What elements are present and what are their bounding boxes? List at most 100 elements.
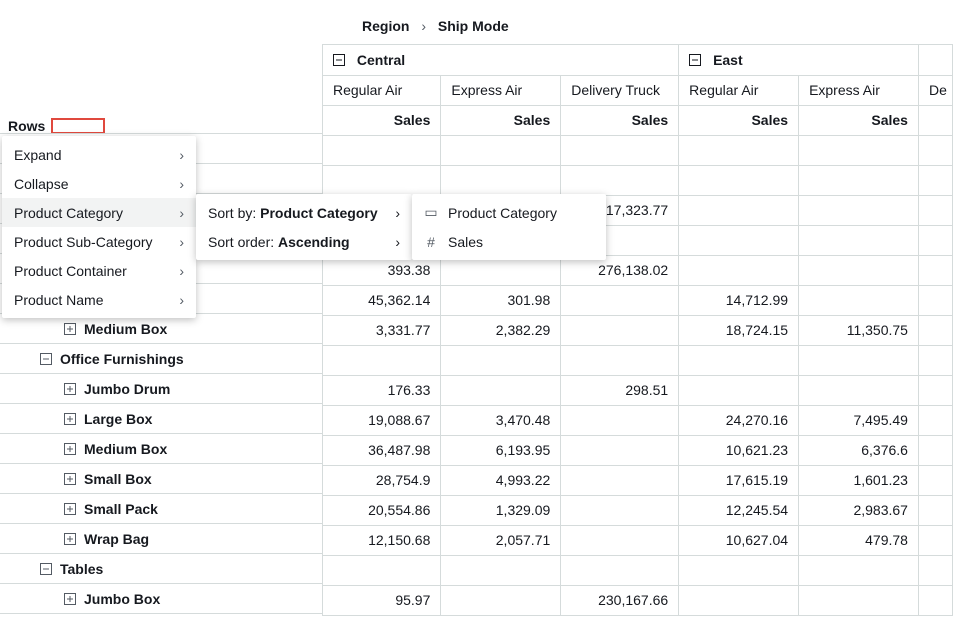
sort-by-item[interactable]: Sort by: Product Category ›	[196, 198, 412, 227]
expand-icon[interactable]	[64, 443, 76, 455]
table-cell	[561, 465, 679, 495]
expand-icon[interactable]	[64, 473, 76, 485]
chevron-right-icon: ›	[179, 176, 184, 192]
table-cell	[799, 225, 919, 255]
shipmode-header[interactable]: Express Air	[799, 75, 919, 105]
shipmode-header[interactable]: Delivery Truck	[561, 75, 679, 105]
sort-field-product-category[interactable]: ▭ Product Category	[412, 198, 606, 227]
chevron-right-icon: ›	[179, 234, 184, 250]
table-cell	[799, 165, 919, 195]
row-label-container[interactable]: Wrap Bag	[0, 524, 322, 554]
table-cell: 17,615.19	[679, 465, 799, 495]
sort-order-item[interactable]: Sort order: Ascending ›	[196, 227, 412, 256]
expand-icon[interactable]	[64, 383, 76, 395]
table-cell: 2,983.67	[799, 495, 919, 525]
row-label-text: Medium Box	[84, 321, 167, 337]
table-row: 95.97230,167.66	[323, 585, 953, 615]
table-cell	[918, 585, 952, 615]
table-cell	[679, 195, 799, 225]
table-cell	[799, 585, 919, 615]
menu-item[interactable]: Product Sub-Category›	[2, 227, 196, 256]
region-header-east[interactable]: East	[679, 45, 919, 75]
menu-item[interactable]: Expand›	[2, 140, 196, 169]
shipmode-header[interactable]: Regular Air	[679, 75, 799, 105]
table-cell	[918, 345, 952, 375]
table-cell	[799, 555, 919, 585]
table-row: 36,487.986,193.9510,621.236,376.6	[323, 435, 953, 465]
breadcrumb-region[interactable]: Region	[362, 18, 409, 34]
expand-icon[interactable]	[64, 503, 76, 515]
row-label-container[interactable]: Medium Box	[0, 434, 322, 464]
table-row: 28,754.94,993.2217,615.191,601.23	[323, 465, 953, 495]
expand-icon[interactable]	[64, 593, 76, 605]
metric-header-partial	[918, 105, 952, 135]
table-cell	[561, 315, 679, 345]
table-cell: 7,495.49	[799, 405, 919, 435]
table-cell	[679, 585, 799, 615]
menu-item[interactable]: Product Category›	[2, 198, 196, 227]
table-cell	[441, 135, 561, 165]
table-cell: 176.33	[323, 375, 441, 405]
row-label-container[interactable]: Small Pack	[0, 494, 322, 524]
row-label-container[interactable]: Medium Box	[0, 314, 322, 344]
table-cell	[561, 135, 679, 165]
table-row	[323, 165, 953, 195]
menu-item[interactable]: Product Container›	[2, 256, 196, 285]
metric-header[interactable]: Sales	[679, 105, 799, 135]
shipmode-header[interactable]: Express Air	[441, 75, 561, 105]
table-cell: 298.51	[561, 375, 679, 405]
table-row	[323, 345, 953, 375]
menu-item[interactable]: Collapse›	[2, 169, 196, 198]
table-cell	[561, 525, 679, 555]
row-label-container[interactable]: Jumbo Box	[0, 584, 322, 614]
row-label-subcategory[interactable]: Tables	[0, 554, 322, 584]
table-cell	[918, 495, 952, 525]
table-cell	[799, 195, 919, 225]
table-cell	[561, 495, 679, 525]
table-cell	[918, 225, 952, 255]
table-cell: 12,150.68	[323, 525, 441, 555]
table-cell	[918, 315, 952, 345]
table-cell	[561, 555, 679, 585]
collapse-icon[interactable]	[40, 353, 52, 365]
table-cell	[918, 135, 952, 165]
metric-header-row: Sales Sales Sales Sales Sales	[323, 105, 953, 135]
row-label-text: Small Pack	[84, 501, 158, 517]
table-cell: 12,245.54	[679, 495, 799, 525]
table-cell: 28,754.9	[323, 465, 441, 495]
row-label-container[interactable]: Large Box	[0, 404, 322, 434]
table-cell	[561, 435, 679, 465]
shipmode-header[interactable]: Regular Air	[323, 75, 441, 105]
table-cell: 45,362.14	[323, 285, 441, 315]
table-cell: 6,376.6	[799, 435, 919, 465]
row-label-subcategory[interactable]: Office Furnishings	[0, 344, 322, 374]
table-cell	[561, 345, 679, 375]
breadcrumb-shipmode[interactable]: Ship Mode	[438, 18, 509, 34]
table-row	[323, 135, 953, 165]
collapse-icon[interactable]	[333, 54, 345, 66]
metric-header[interactable]: Sales	[561, 105, 679, 135]
chevron-right-icon: ›	[179, 263, 184, 279]
collapse-icon[interactable]	[689, 54, 701, 66]
shipmode-header-partial[interactable]: De	[918, 75, 952, 105]
collapse-icon[interactable]	[40, 563, 52, 575]
table-cell	[799, 135, 919, 165]
table-row: 19,088.673,470.4824,270.167,495.49	[323, 405, 953, 435]
metric-header[interactable]: Sales	[799, 105, 919, 135]
metric-header[interactable]: Sales	[323, 105, 441, 135]
region-header-central[interactable]: Central	[323, 45, 679, 75]
expand-icon[interactable]	[64, 413, 76, 425]
row-label-text: Large Box	[84, 411, 152, 427]
sort-field-sales[interactable]: # Sales	[412, 227, 606, 256]
table-cell	[918, 375, 952, 405]
table-cell	[799, 285, 919, 315]
row-label-container[interactable]: Jumbo Drum	[0, 374, 322, 404]
table-cell	[323, 345, 441, 375]
expand-icon[interactable]	[64, 323, 76, 335]
table-cell	[323, 165, 441, 195]
row-label-container[interactable]: Small Box	[0, 464, 322, 494]
menu-item[interactable]: Product Name›	[2, 285, 196, 314]
expand-icon[interactable]	[64, 533, 76, 545]
metric-header[interactable]: Sales	[441, 105, 561, 135]
table-cell: 20,554.86	[323, 495, 441, 525]
